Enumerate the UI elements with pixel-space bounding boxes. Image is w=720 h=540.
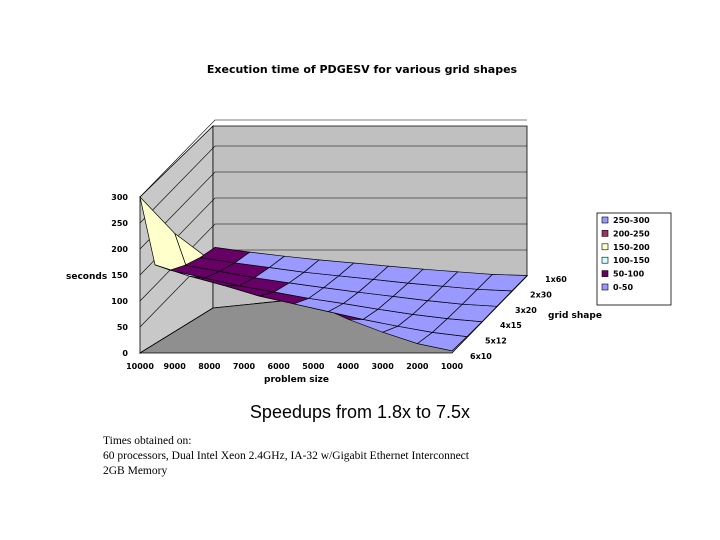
- y-axis-label: grid shape: [548, 311, 602, 321]
- legend-label: 100-150: [613, 256, 650, 265]
- legend-swatch: [601, 243, 609, 251]
- legend-swatch: [601, 230, 609, 237]
- x-tick-label: 10000: [126, 362, 154, 371]
- x-tick-label: 1000: [441, 362, 464, 371]
- notes-line-2: 60 processors, Dual Intel Xeon 2.4GHz, I…: [103, 450, 469, 462]
- z-tick-label: 250: [111, 219, 128, 228]
- chart-title: Execution time of PDGESV for various gri…: [207, 63, 518, 76]
- legend-swatch: [601, 216, 609, 224]
- legend-box: [596, 212, 672, 306]
- x-tick-label: 4000: [337, 362, 360, 371]
- hardware-notes: Times obtained on: 60 processors, Dual I…: [103, 434, 469, 479]
- x-tick-label: 7000: [233, 362, 256, 371]
- surface-plot: [139, 195, 528, 352]
- x-tick-label: 9000: [164, 362, 187, 371]
- x-tick-label: 6000: [268, 362, 291, 371]
- gridline: [139, 145, 527, 224]
- z-axis-label: seconds: [66, 272, 107, 282]
- y-tick-label: 6x10: [470, 352, 492, 361]
- surface-cell: [199, 247, 251, 264]
- notes-line-3: 2GB Memory: [103, 465, 168, 477]
- z-axis-ticks: 0 50 100 150 200 250 300: [111, 193, 128, 358]
- x-tick-label: 5000: [302, 362, 325, 371]
- legend-label: 200-250: [613, 229, 650, 238]
- z-tick-label: 300: [111, 193, 128, 202]
- x-tick-label: 3000: [372, 362, 395, 371]
- y-tick-label: 1x60: [545, 275, 567, 284]
- z-tick-label: 0: [122, 349, 128, 358]
- x-axis-label: problem size: [264, 375, 329, 385]
- gridline: [139, 223, 527, 302]
- x-tick-label: 8000: [198, 362, 221, 371]
- y-tick-label: 5x12: [485, 337, 507, 346]
- legend-label: 250-300: [613, 216, 650, 225]
- legend-swatch: [601, 283, 609, 291]
- legend-label: 0-50: [613, 283, 633, 292]
- gridline: [139, 119, 527, 198]
- legend-swatch: [601, 256, 609, 264]
- speedup-caption: Speedups from 1.8x to 7.5x: [249, 402, 471, 422]
- z-tick-label: 100: [111, 297, 128, 306]
- legend: 250-300 200-250 150-200 100-150 50-100 0-50: [596, 212, 672, 306]
- legend-label: 150-200: [613, 243, 650, 252]
- surface-chart: Execution time of PDGESV for various gri…: [66, 63, 672, 385]
- y-tick-label: 2x30: [530, 290, 552, 299]
- y-tick-label: 4x15: [500, 321, 522, 330]
- legend-label: 50-100: [613, 270, 645, 279]
- y-tick-label: 3x20: [515, 306, 537, 315]
- x-axis-ticks: 10000 9000 8000 7000 6000 5000 4000 3000 2000 100…: [126, 362, 463, 371]
- z-tick-label: 150: [111, 271, 128, 280]
- z-tick-label: 50: [117, 323, 129, 332]
- z-tick-label: 200: [111, 245, 128, 254]
- y-axis-ticks: 1x60 2x30 3x20 4x15 5x12 6x10: [470, 275, 567, 361]
- x-tick-label: 2000: [406, 362, 429, 371]
- notes-line-1: Times obtained on:: [103, 435, 192, 447]
- legend-swatch: [601, 270, 609, 277]
